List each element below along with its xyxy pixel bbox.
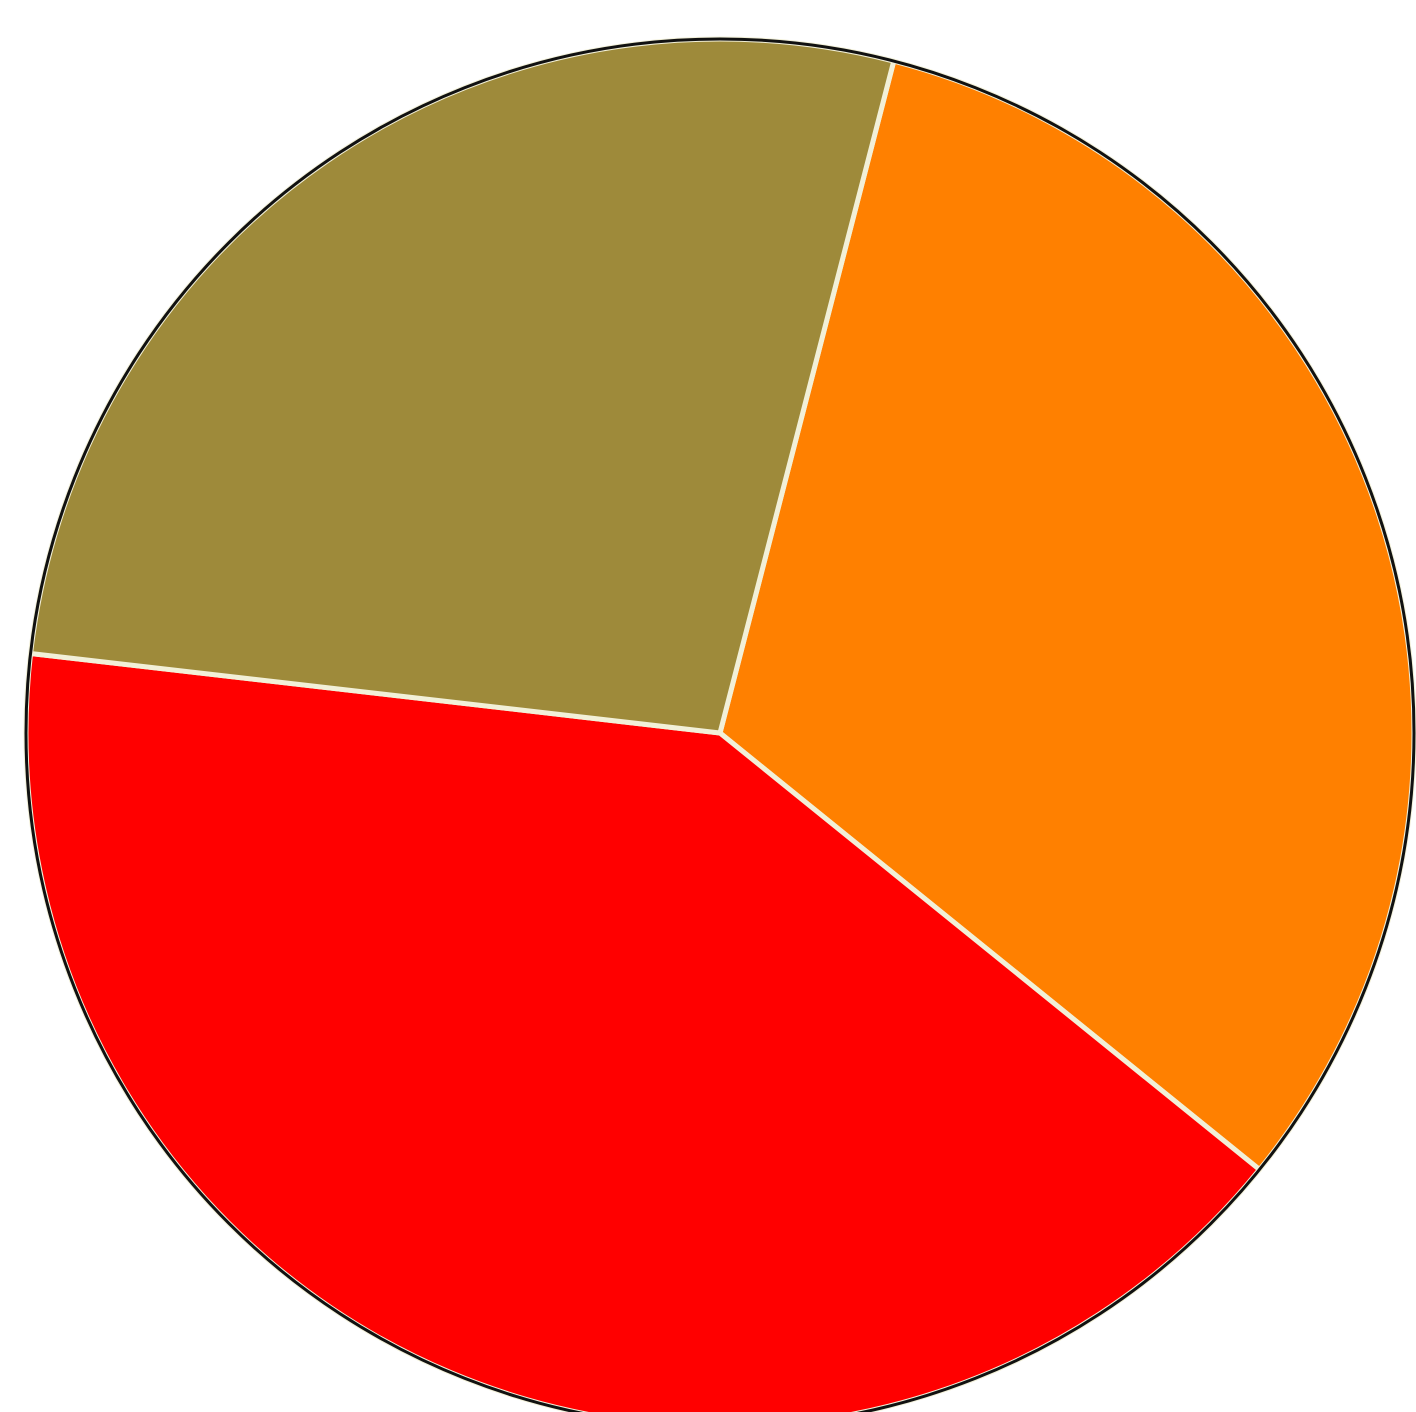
pie-slices — [23, 36, 1416, 1412]
pie-outline — [24, 37, 1416, 1412]
